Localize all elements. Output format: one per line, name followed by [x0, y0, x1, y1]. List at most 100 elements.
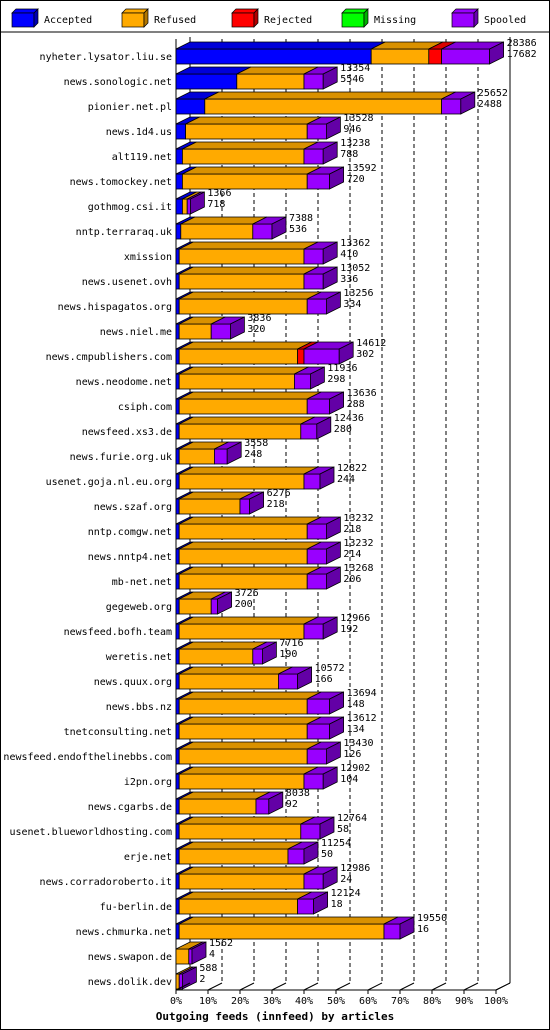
bar-segment-accepted	[175, 473, 180, 490]
bar-segment-accepted	[175, 448, 180, 465]
bar-total-label: 13636	[347, 388, 377, 399]
bar-segment-top	[180, 216, 267, 225]
bar-segment-accepted	[175, 923, 180, 940]
legend: Accepted Refused Rejected Missing Spooled	[11, 8, 526, 28]
bar-segment-accepted	[175, 373, 180, 390]
x-tick-label: 60%	[359, 996, 377, 1007]
row-label: news.szaf.org	[94, 502, 172, 513]
bar-segment-top	[179, 866, 319, 875]
bar-segment-top	[179, 916, 399, 925]
legend-swatch-top	[341, 8, 369, 14]
bar-segment-refused	[178, 448, 215, 465]
row-label: news.furie.org.uk	[70, 452, 172, 463]
bar-segment-top	[175, 41, 386, 50]
x-tick-label: 40%	[295, 996, 313, 1007]
bar-total-label: 13430	[343, 738, 373, 749]
bar-total-label: 13528	[343, 113, 373, 124]
bar-total-label: 13592	[347, 163, 377, 174]
bar-accepted-label: 104	[340, 774, 358, 785]
bar-segment-top	[182, 166, 322, 175]
bar-segment-accepted	[175, 48, 372, 65]
bar-segment-top	[179, 616, 319, 625]
bar-segment-refused	[181, 173, 308, 190]
bar-segment-accepted	[175, 498, 180, 515]
bar-total-label: 13238	[340, 138, 370, 149]
bar-side	[191, 941, 207, 965]
bar-accepted-label: 58	[337, 824, 349, 835]
bar-accepted-label: 218	[343, 524, 361, 535]
bar-segment-rejected	[428, 48, 442, 65]
legend-label-missing: Missing	[374, 15, 416, 26]
bar-side	[229, 316, 245, 340]
bar-segment-accepted	[175, 598, 180, 615]
legend-swatch-side	[33, 8, 39, 28]
legend-swatch-accepted	[11, 12, 35, 28]
row-label: news.hispagatos.org	[58, 302, 172, 313]
legend-label-rejected: Rejected	[264, 15, 312, 26]
bar-segment-spooled	[277, 673, 298, 690]
bar-accepted-label: 788	[340, 149, 358, 160]
bar-segment-top	[179, 716, 322, 725]
bar-side	[303, 841, 319, 865]
bar-segment-refused	[178, 273, 305, 290]
bar-segment-spooled	[303, 73, 324, 90]
row-label: news.nntp4.net	[88, 552, 172, 563]
bar-side	[217, 591, 233, 615]
bar-segment-refused	[185, 123, 308, 140]
bar-accepted-label: 720	[347, 174, 365, 185]
bar-segment-refused	[175, 973, 180, 990]
row-labels: nyheter.lysator.liu.se news.sonologic.net…	[3, 52, 172, 988]
bar-segment-refused	[370, 48, 430, 65]
bar-side	[322, 766, 338, 790]
bar-segment-accepted	[175, 548, 180, 565]
bar-side	[319, 816, 335, 840]
bar-segment-spooled	[297, 898, 315, 915]
bar-segment-spooled	[210, 598, 218, 615]
bar-segment-refused	[178, 398, 308, 415]
bar-accepted-label: 16	[417, 924, 429, 935]
bar-segment-rejected	[297, 348, 305, 365]
bar-total-label: 12436	[334, 413, 364, 424]
bar-side	[268, 791, 284, 815]
bar-total-label: 1562	[209, 938, 233, 949]
legend-label-refused: Refused	[154, 15, 196, 26]
bar-segment-top	[179, 466, 319, 475]
bar-accepted-label: 5546	[340, 74, 364, 85]
bar-segment-refused	[236, 73, 305, 90]
row-label: news.sonologic.net	[64, 77, 172, 88]
bar-segment-refused	[178, 298, 308, 315]
bar-segment-accepted	[175, 98, 206, 115]
bar-total-label: 12986	[340, 863, 370, 874]
row-label: csiph.com	[118, 402, 172, 413]
bar-side	[322, 141, 338, 165]
bar-segment-refused	[178, 648, 254, 665]
bar-segment-accepted	[175, 298, 180, 315]
bar-accepted-label: 320	[247, 324, 265, 335]
bar-segment-accepted	[175, 323, 180, 340]
bar-side	[489, 41, 505, 65]
x-tick-depth	[495, 982, 511, 991]
bar-segment-top	[179, 341, 312, 350]
bar-accepted-label: 410	[340, 249, 358, 260]
bar-total-label: 14612	[356, 338, 386, 349]
bar-segment-accepted	[175, 273, 180, 290]
bar-segment-top	[179, 541, 322, 550]
bar-segment-top	[204, 91, 456, 100]
row-label: news.corradoroberto.it	[40, 877, 172, 888]
bar-accepted-label: 280	[334, 424, 352, 435]
bar-segment-accepted	[175, 873, 180, 890]
bar-segment-top	[179, 391, 322, 400]
bar-segment-spooled	[255, 798, 270, 815]
row-label: news.1d4.us	[106, 127, 172, 138]
bar-total-label: 1366	[207, 188, 231, 199]
row-label: nyheter.lysator.liu.se	[40, 52, 172, 63]
bar-segment-refused	[175, 948, 190, 965]
bar-segment-spooled	[303, 273, 324, 290]
bar-side	[226, 441, 242, 465]
